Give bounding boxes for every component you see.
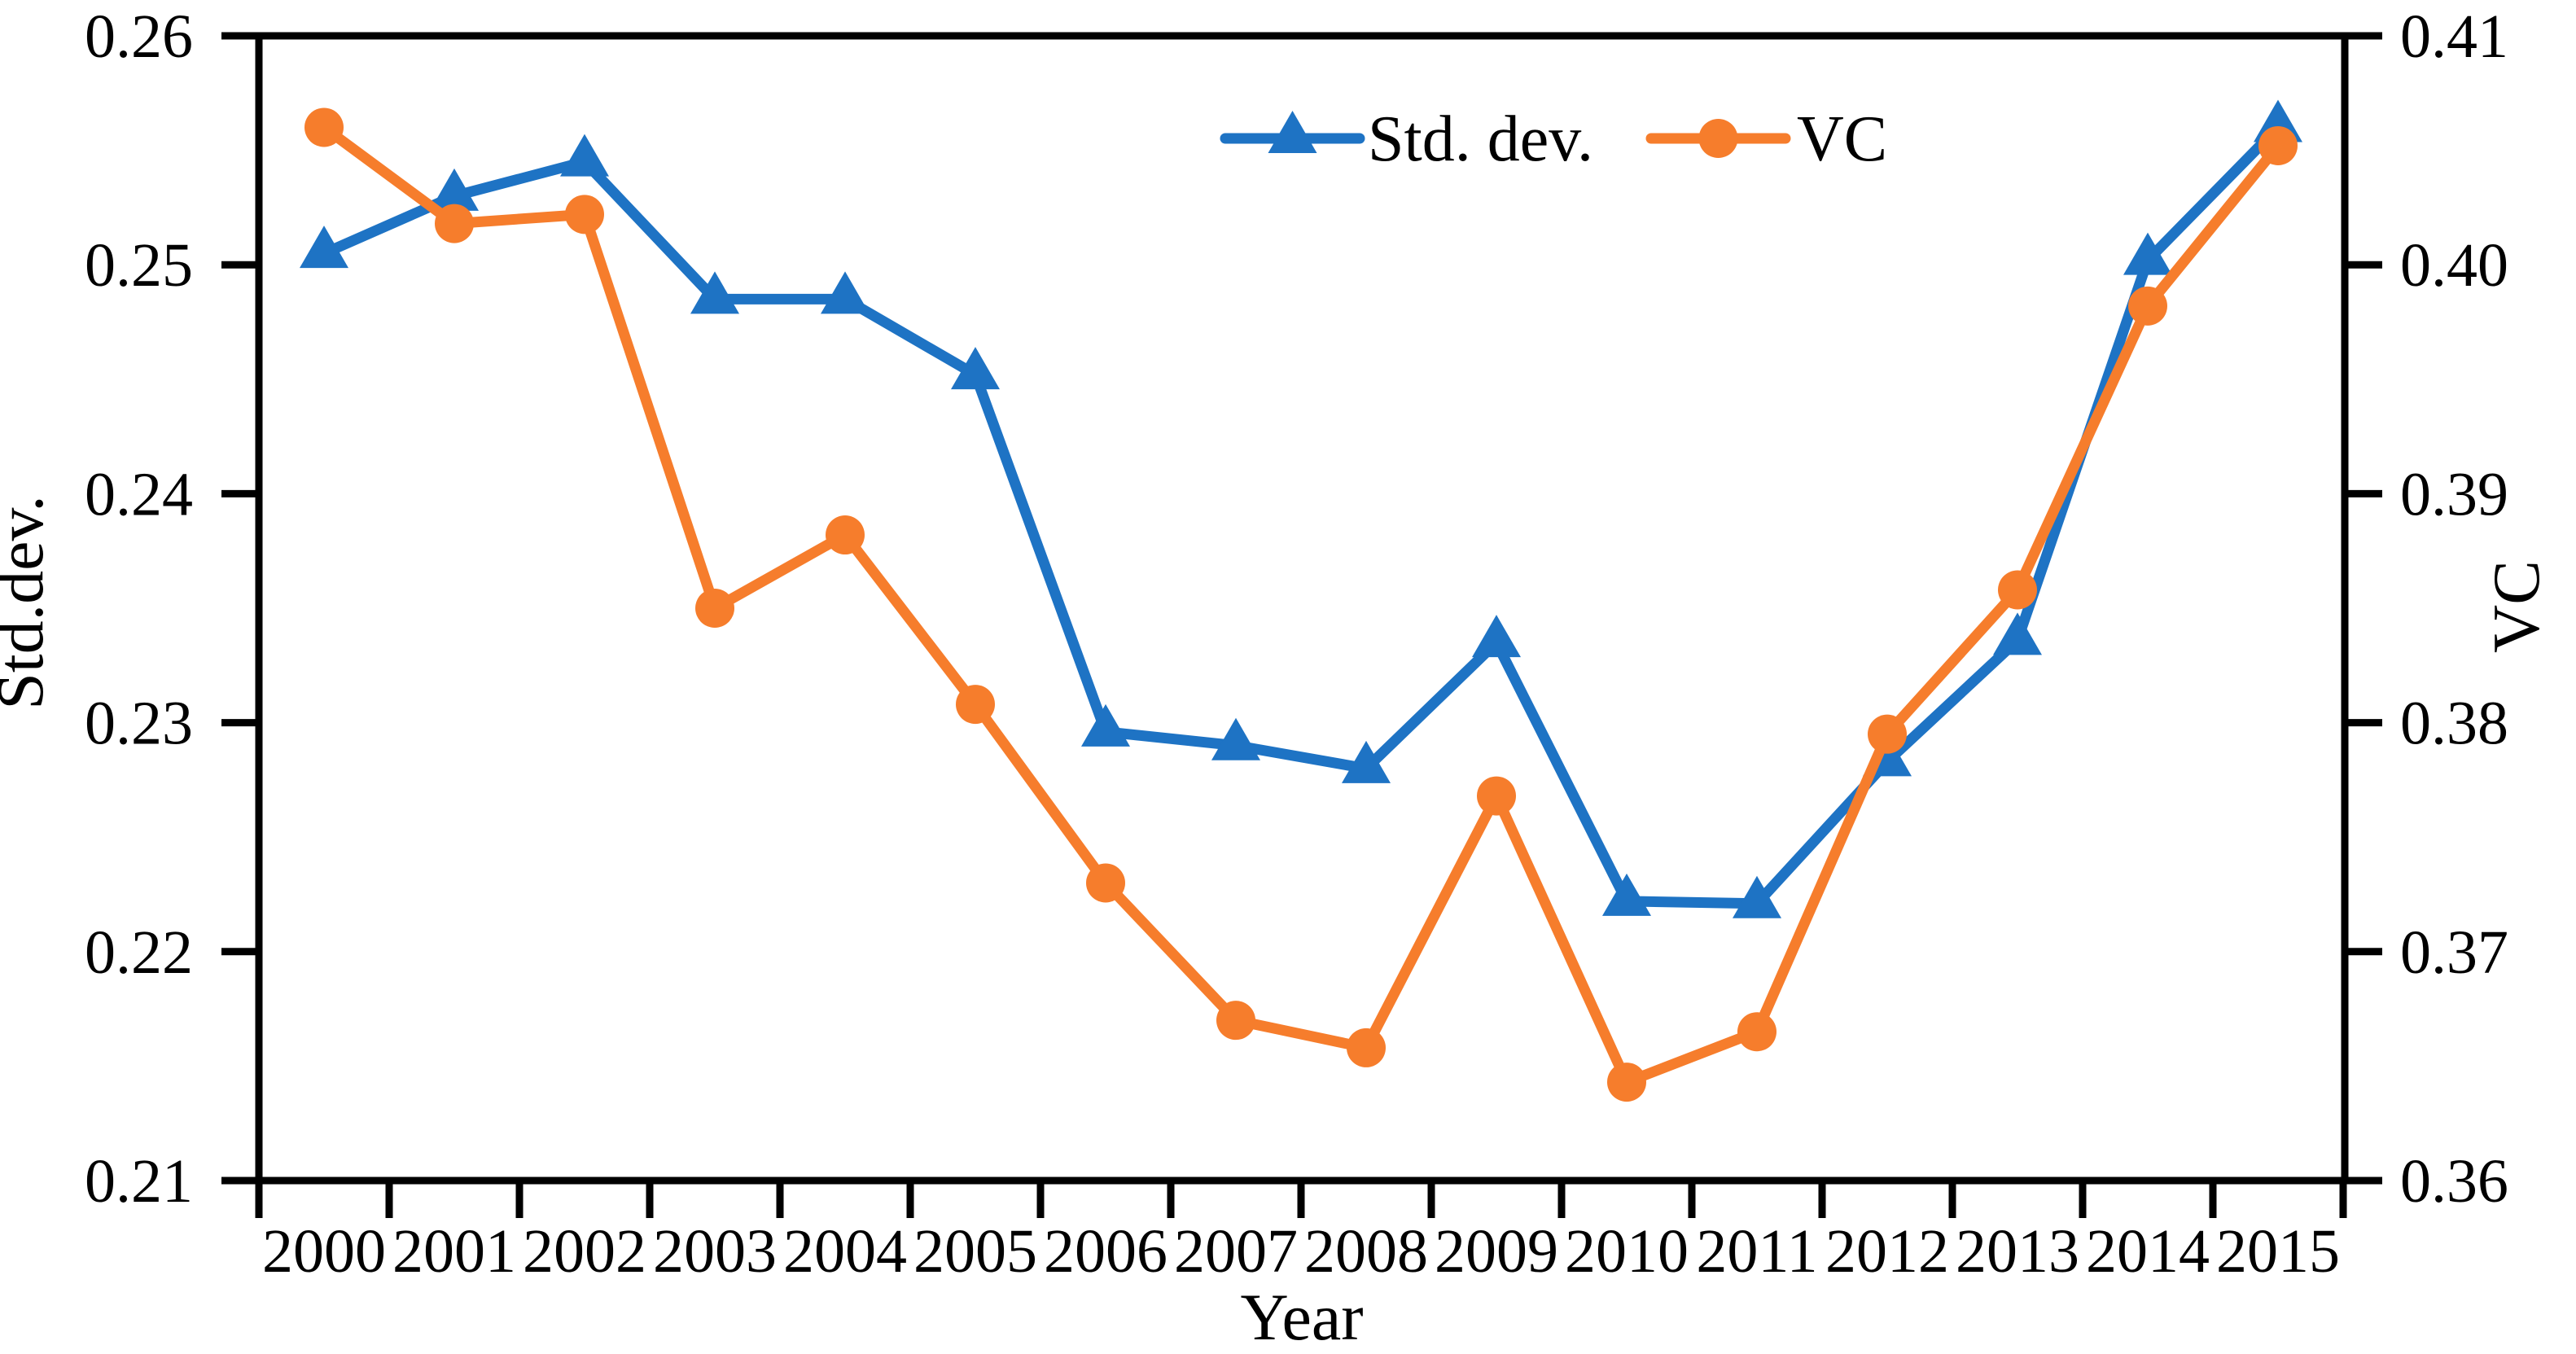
x-axis-tick-label: 2008	[1304, 1217, 1428, 1286]
x-axis-title: Year	[1240, 1280, 1363, 1354]
x-axis-tick-label: 2002	[523, 1217, 646, 1286]
right-axis-tick-label: 0.41	[2400, 2, 2508, 71]
marker-circle-2001	[435, 204, 474, 243]
marker-triangle-2000	[300, 226, 348, 269]
legend-label: Std. dev.	[1368, 103, 1593, 175]
marker-circle-2013	[1998, 570, 2037, 610]
x-axis-tick-label: 2015	[2216, 1217, 2340, 1286]
x-axis-tick-label: 2013	[1956, 1217, 2079, 1286]
x-axis-tick-label: 2001	[392, 1217, 516, 1286]
marker-circle-2000	[304, 107, 344, 147]
marker-triangle-2002	[560, 134, 609, 177]
marker-triangle-2010	[1602, 873, 1651, 916]
left-axis-tick-label: 0.23	[85, 690, 193, 758]
marker-triangle-2005	[951, 347, 1000, 390]
x-axis-tick-label: 2011	[1696, 1217, 1817, 1286]
x-axis-tick-label: 2000	[262, 1217, 386, 1286]
marker-triangle-2009	[1472, 615, 1521, 658]
right-axis-tick-label: 0.36	[2400, 1147, 2508, 1216]
legend-marker-circle	[1698, 119, 1738, 158]
marker-circle-2015	[2258, 125, 2298, 165]
left-axis-tick-label: 0.22	[85, 918, 193, 987]
right-axis-tick-label: 0.40	[2400, 231, 2508, 300]
marker-circle-2002	[565, 195, 604, 234]
marker-circle-2005	[956, 685, 995, 725]
marker-circle-2008	[1347, 1028, 1386, 1067]
marker-triangle-2008	[1342, 740, 1391, 783]
x-axis-tick-label: 2003	[653, 1217, 777, 1286]
x-axis-tick-label: 2009	[1435, 1217, 1558, 1286]
marker-circle-2007	[1216, 1001, 1255, 1041]
marker-triangle-2001	[430, 168, 479, 211]
left-axis-tick-label: 0.25	[85, 231, 193, 300]
marker-triangle-2014	[2123, 232, 2172, 275]
left-axis-title: Std.dev.	[0, 495, 57, 709]
marker-triangle-2011	[1733, 875, 1781, 918]
left-axis-tick-label: 0.24	[85, 460, 193, 528]
series-group	[300, 99, 2302, 1102]
marker-circle-2009	[1477, 776, 1516, 816]
x-axis-tick-label: 2005	[913, 1217, 1037, 1286]
axis-ticks-group: 0.21 0.22 0.23 0.24 0.25 0.26 0.36 0.37 0.38 0.39…	[85, 2, 2508, 1286]
series-line-vc	[318, 121, 2284, 1088]
marker-circle-2006	[1086, 863, 1125, 903]
marker-circle-2012	[1868, 714, 1907, 754]
marker-circle-2010	[1607, 1063, 1646, 1102]
legend-group: Std. dev. VC	[1220, 103, 1887, 175]
left-axis-tick-label: 0.21	[85, 1147, 193, 1216]
x-axis-tick-label: 2012	[1825, 1217, 1949, 1286]
x-axis-tick-label: 2006	[1044, 1217, 1168, 1286]
x-axis-tick-label: 2004	[783, 1217, 907, 1286]
marker-circle-2003	[695, 589, 734, 628]
series-line-std-dev-	[318, 121, 2284, 909]
marker-circle-2011	[1737, 1012, 1776, 1052]
legend-marker-triangle	[1268, 111, 1317, 153]
x-axis-tick-label: 2007	[1174, 1217, 1298, 1286]
marker-triangle-2013	[1993, 612, 2042, 655]
marker-triangle-2004	[821, 271, 870, 314]
right-axis-tick-label: 0.39	[2400, 460, 2508, 528]
x-axis-tick-label: 2010	[1565, 1217, 1689, 1286]
marker-circle-2004	[826, 515, 865, 555]
right-axis-tick-label: 0.37	[2400, 918, 2508, 987]
left-axis-tick-label: 0.26	[85, 2, 193, 71]
legend-label: VC	[1797, 103, 1887, 175]
marker-triangle-2003	[690, 271, 739, 314]
right-axis-tick-label: 0.38	[2400, 690, 2508, 758]
marker-triangle-2006	[1081, 703, 1130, 747]
x-axis-tick-label: 2014	[2086, 1217, 2210, 1286]
marker-triangle-2007	[1211, 717, 1260, 760]
marker-circle-2014	[2128, 286, 2167, 326]
right-axis-title: VC	[2479, 560, 2553, 653]
